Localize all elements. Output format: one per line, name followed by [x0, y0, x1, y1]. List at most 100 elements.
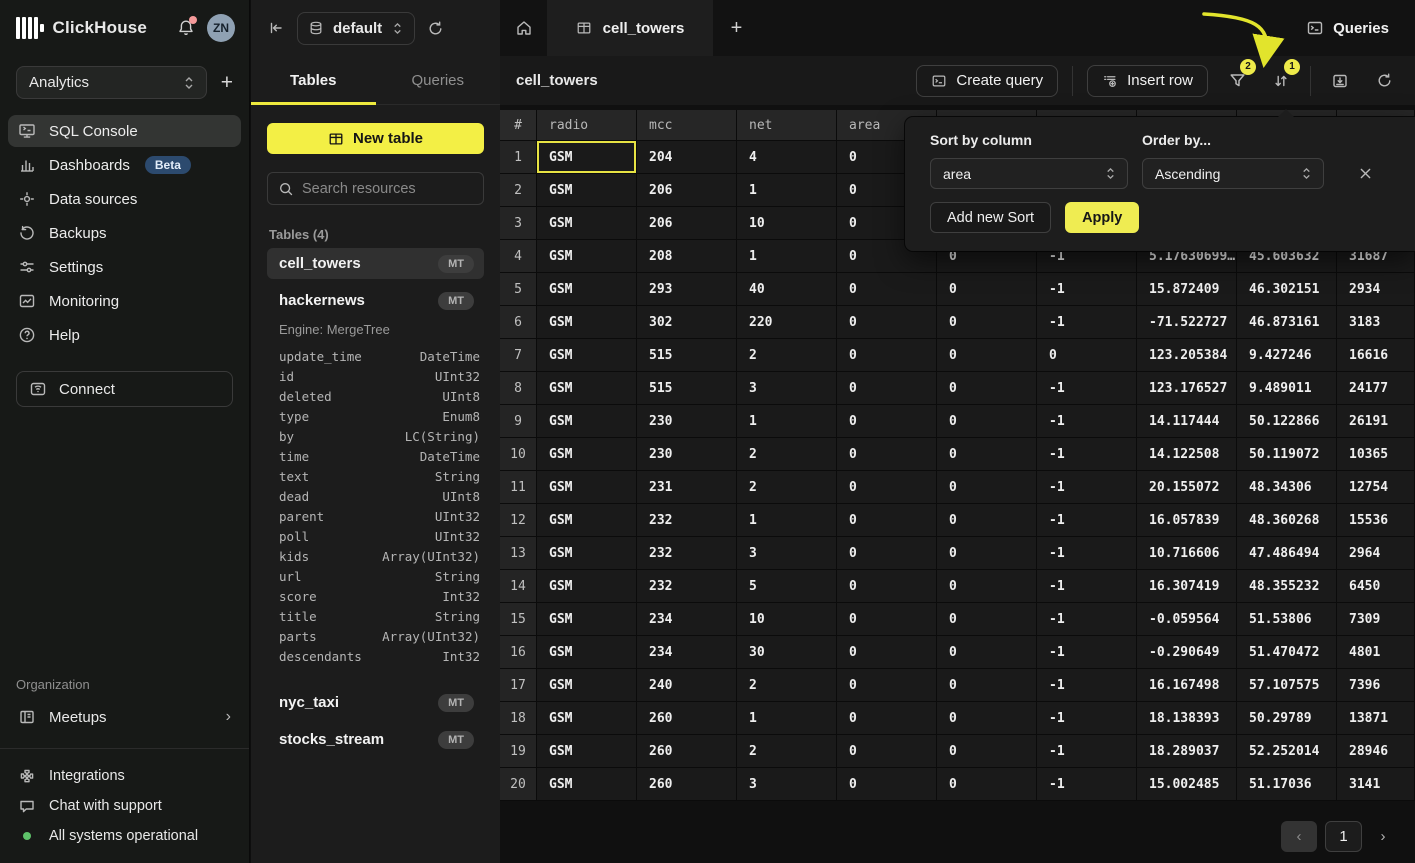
data-cell[interactable]: 50.119072	[1237, 438, 1337, 471]
data-cell[interactable]: 0	[937, 735, 1037, 768]
collapse-panel-icon[interactable]	[267, 19, 285, 37]
sidebar-item-data-sources[interactable]: Data sources	[8, 183, 241, 215]
data-cell[interactable]: 2934	[1337, 273, 1415, 306]
data-cell[interactable]: 0	[937, 306, 1037, 339]
data-cell[interactable]: GSM	[537, 471, 637, 504]
system-status[interactable]: All systems operational	[0, 821, 249, 851]
data-cell[interactable]: 0	[937, 438, 1037, 471]
data-cell[interactable]: 231	[637, 471, 737, 504]
data-cell[interactable]: 232	[637, 570, 737, 603]
data-cell[interactable]: 0	[937, 273, 1037, 306]
data-cell[interactable]: 15536	[1337, 504, 1415, 537]
data-cell[interactable]: 10.716606	[1137, 537, 1237, 570]
data-cell[interactable]: 220	[737, 306, 837, 339]
data-cell[interactable]: 5	[737, 570, 837, 603]
data-cell[interactable]: 46.302151	[1237, 273, 1337, 306]
header-cell[interactable]: #	[500, 110, 537, 141]
data-cell[interactable]: 206	[637, 207, 737, 240]
data-cell[interactable]: 0	[837, 471, 937, 504]
notifications-bell-icon[interactable]	[177, 16, 197, 37]
data-cell[interactable]: 0	[937, 702, 1037, 735]
data-cell[interactable]: 1	[737, 504, 837, 537]
remove-sort-button[interactable]	[1350, 158, 1380, 189]
data-cell[interactable]: 0	[837, 339, 937, 372]
sidebar-item-settings[interactable]: Settings	[8, 251, 241, 283]
data-cell[interactable]: GSM	[537, 768, 637, 801]
data-cell[interactable]: 3141	[1337, 768, 1415, 801]
header-cell[interactable]: net	[737, 110, 837, 141]
data-cell[interactable]: -1	[1037, 768, 1137, 801]
data-cell[interactable]: 260	[637, 735, 737, 768]
table-list-item-stocks-stream[interactable]: stocks_stream MT	[267, 724, 484, 755]
data-cell[interactable]: GSM	[537, 570, 637, 603]
data-cell[interactable]: 20.155072	[1137, 471, 1237, 504]
data-cell[interactable]: 14.122508	[1137, 438, 1237, 471]
data-cell[interactable]: 10	[737, 207, 837, 240]
table-list-item-nyc-taxi[interactable]: nyc_taxi MT	[267, 687, 484, 718]
data-cell[interactable]: 234	[637, 603, 737, 636]
data-cell[interactable]: 208	[637, 240, 737, 273]
data-cell[interactable]: 0	[837, 438, 937, 471]
data-cell[interactable]: 6450	[1337, 570, 1415, 603]
data-cell[interactable]: 0	[937, 636, 1037, 669]
order-by-select[interactable]: Ascending	[1142, 158, 1324, 189]
data-cell[interactable]: 51.53806	[1237, 603, 1337, 636]
data-cell[interactable]: 2	[737, 669, 837, 702]
data-cell[interactable]: GSM	[537, 636, 637, 669]
sidebar-item-integrations[interactable]: Integrations	[0, 761, 249, 791]
data-cell[interactable]: 50.122866	[1237, 405, 1337, 438]
filter-button[interactable]: 2	[1222, 58, 1256, 96]
data-cell[interactable]: -1	[1037, 504, 1137, 537]
data-cell[interactable]: -1	[1037, 273, 1137, 306]
data-cell[interactable]: -1	[1037, 570, 1137, 603]
refresh-button[interactable]	[1369, 66, 1399, 96]
data-cell[interactable]: 1	[737, 702, 837, 735]
data-cell[interactable]: 0	[937, 603, 1037, 636]
data-cell[interactable]: 4	[737, 141, 837, 174]
data-cell[interactable]: 260	[637, 768, 737, 801]
data-cell[interactable]: GSM	[537, 702, 637, 735]
refresh-icon[interactable]	[427, 20, 444, 37]
data-cell[interactable]: 0	[937, 669, 1037, 702]
data-cell[interactable]: 0	[837, 372, 937, 405]
table-list-item-cell-towers[interactable]: cell_towers MT	[267, 248, 484, 279]
data-cell[interactable]: 0	[937, 471, 1037, 504]
data-cell[interactable]: 0	[1037, 339, 1137, 372]
data-cell[interactable]: -1	[1037, 372, 1137, 405]
header-cell[interactable]: radio	[537, 110, 637, 141]
data-cell[interactable]: 0	[837, 735, 937, 768]
data-cell[interactable]: 15.872409	[1137, 273, 1237, 306]
data-cell[interactable]: 0	[837, 636, 937, 669]
data-cell[interactable]: 26191	[1337, 405, 1415, 438]
data-cell[interactable]: GSM	[537, 405, 637, 438]
download-button[interactable]	[1325, 66, 1355, 96]
database-select[interactable]: default	[297, 11, 416, 45]
data-cell[interactable]: 0	[837, 669, 937, 702]
data-cell[interactable]: GSM	[537, 603, 637, 636]
data-cell[interactable]: 0	[837, 603, 937, 636]
data-cell[interactable]: 240	[637, 669, 737, 702]
data-cell[interactable]: 0	[837, 306, 937, 339]
tab-cell-towers[interactable]: cell_towers	[547, 0, 713, 56]
data-cell[interactable]: 2	[737, 735, 837, 768]
search-box[interactable]	[267, 172, 484, 205]
table-list-item-hackernews[interactable]: hackernews MT	[267, 285, 484, 316]
data-cell[interactable]: 24177	[1337, 372, 1415, 405]
sidebar-item-backups[interactable]: Backups	[8, 217, 241, 249]
header-cell[interactable]: mcc	[637, 110, 737, 141]
data-cell[interactable]: -1	[1037, 603, 1137, 636]
apply-sort-button[interactable]: Apply	[1065, 202, 1140, 233]
data-cell[interactable]: GSM	[537, 372, 637, 405]
sidebar-item-meetups[interactable]: Meetups ›	[8, 700, 241, 734]
data-cell[interactable]: 3	[737, 372, 837, 405]
sort-column-select[interactable]: area	[930, 158, 1128, 189]
data-cell[interactable]: -1	[1037, 405, 1137, 438]
data-cell[interactable]: -1	[1037, 735, 1137, 768]
data-cell[interactable]: 515	[637, 339, 737, 372]
data-cell[interactable]: -0.290649	[1137, 636, 1237, 669]
data-cell[interactable]: 48.34306	[1237, 471, 1337, 504]
data-cell[interactable]: GSM	[537, 537, 637, 570]
data-cell[interactable]: 232	[637, 537, 737, 570]
data-cell[interactable]: 14.117444	[1137, 405, 1237, 438]
new-table-button[interactable]: New table	[267, 123, 484, 154]
